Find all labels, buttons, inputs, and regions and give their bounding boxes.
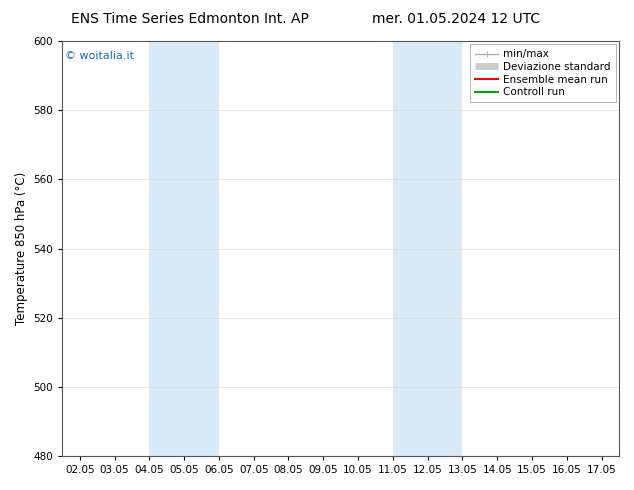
Text: mer. 01.05.2024 12 UTC: mer. 01.05.2024 12 UTC — [372, 12, 541, 26]
Bar — [393, 41, 462, 456]
Legend: min/max, Deviazione standard, Ensemble mean run, Controll run: min/max, Deviazione standard, Ensemble m… — [470, 44, 616, 102]
Text: © woitalia.it: © woitalia.it — [65, 51, 134, 61]
Text: ENS Time Series Edmonton Int. AP: ENS Time Series Edmonton Int. AP — [71, 12, 309, 26]
Y-axis label: Temperature 850 hPa (°C): Temperature 850 hPa (°C) — [15, 172, 28, 325]
Bar — [150, 41, 219, 456]
